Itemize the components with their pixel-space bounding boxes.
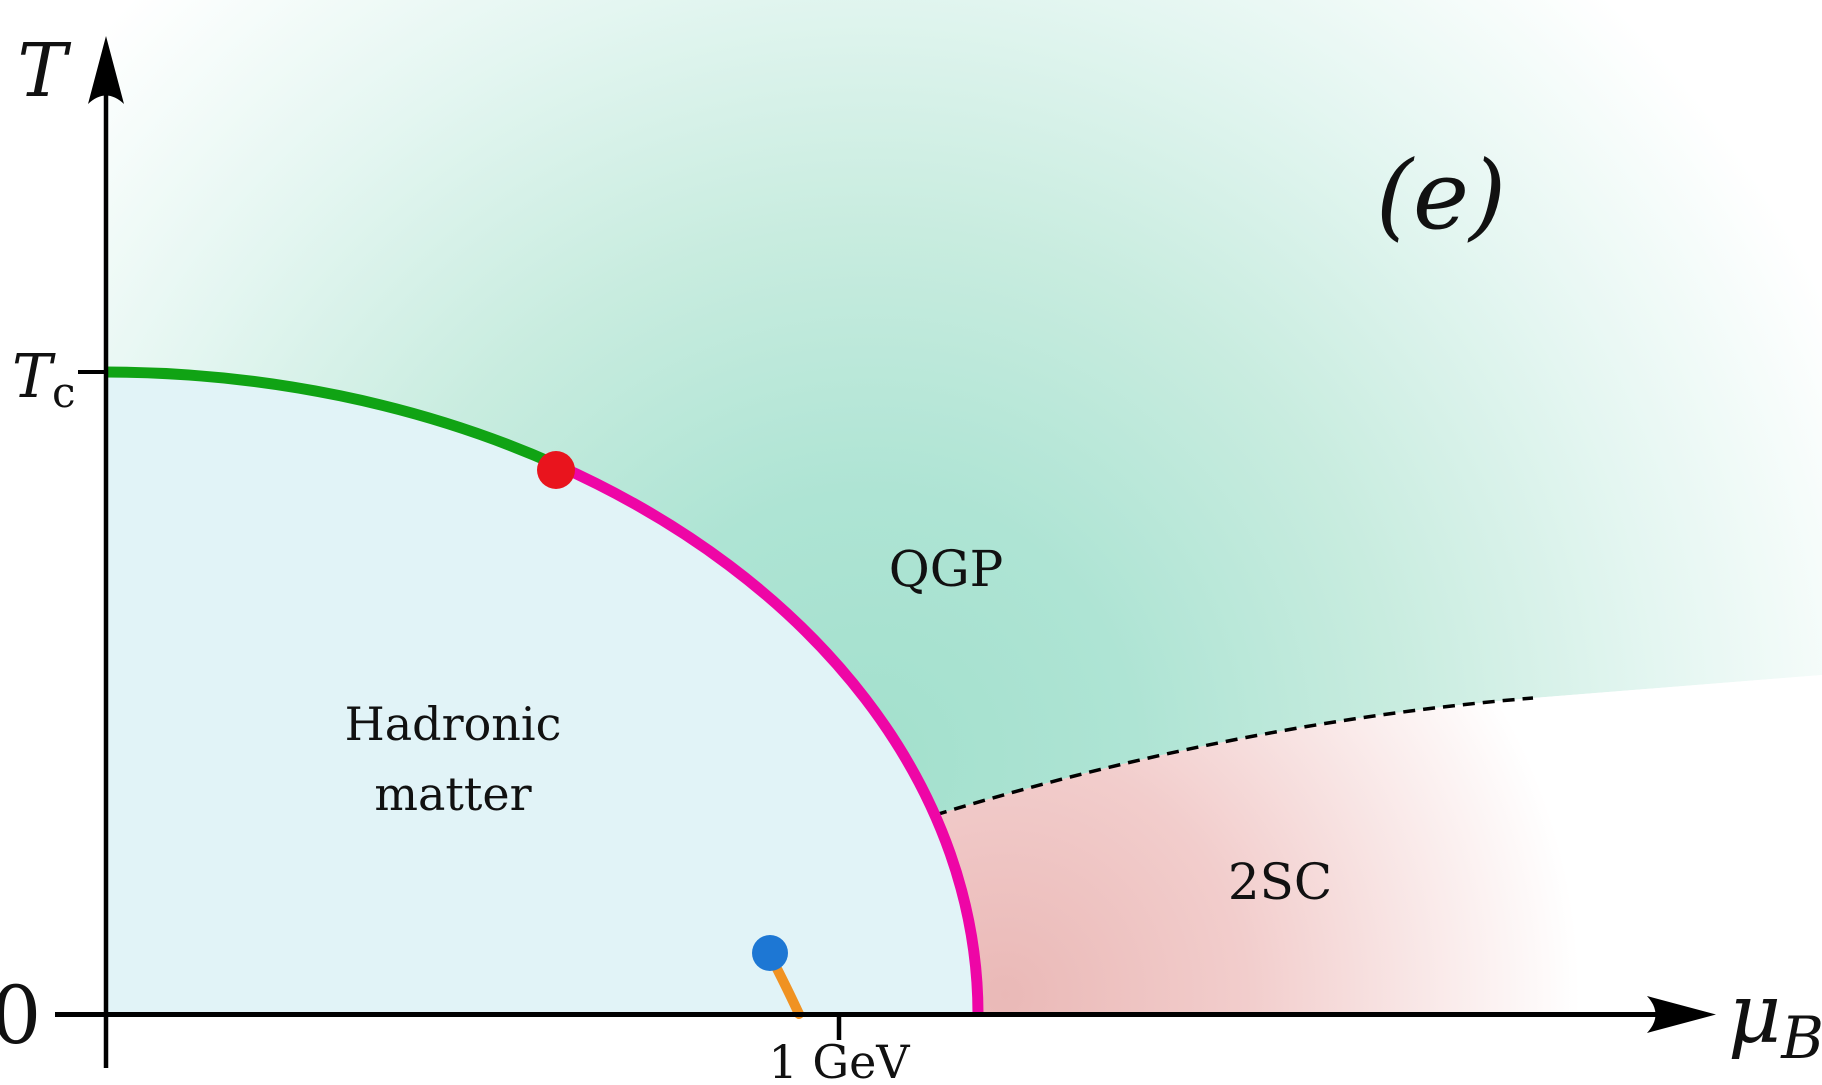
y-axis-label: T xyxy=(17,28,71,114)
tc-tick-label: Tc xyxy=(12,342,76,417)
first-order-curve xyxy=(554,459,984,1015)
hadronic-region-label-line1: Hadronic xyxy=(345,697,562,751)
qgp-region-label: QGP xyxy=(889,540,1004,598)
y-axis-arrowhead-icon xyxy=(88,36,124,104)
crossover-curve xyxy=(105,366,560,471)
x-axis-arrowhead-icon xyxy=(1647,996,1716,1033)
hadronic-region xyxy=(106,372,978,1014)
panel-label: (e) xyxy=(1376,141,1506,251)
qcd-critical-point xyxy=(537,451,575,489)
qgp-region xyxy=(106,0,1822,815)
one-gev-tick-label: 1 GeV xyxy=(768,1035,910,1085)
x-axis-label: μB xyxy=(1728,967,1822,1072)
2sc-region-label: 2SC xyxy=(1228,853,1332,911)
nuclear-critical-point xyxy=(752,935,788,971)
qgp-2sc-dashed-boundary xyxy=(934,696,1534,817)
origin-label: 0 xyxy=(0,969,41,1062)
2sc-region xyxy=(935,675,1822,1014)
hadronic-region-label-line2: matter xyxy=(374,767,531,821)
